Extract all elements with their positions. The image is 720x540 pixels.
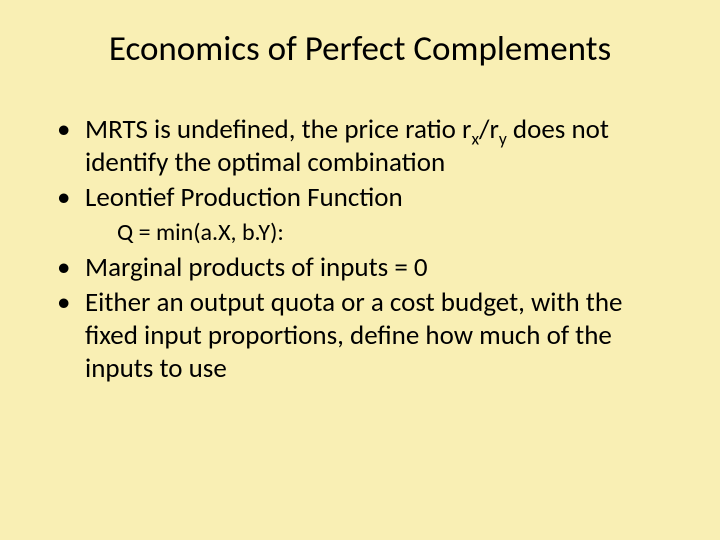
- slide: Economics of Perfect Complements MRTS is…: [0, 0, 720, 540]
- slide-title: Economics of Perfect Complements: [55, 28, 665, 70]
- bullet-1-sub2: y: [499, 127, 507, 149]
- bullet-item-2: Leontief Production Function Q = min(a.X…: [55, 182, 665, 248]
- bullet-item-4: Either an output quota or a cost budget,…: [55, 287, 665, 386]
- bullet-list: MRTS is undefined, the price ratio rx/ry…: [55, 114, 665, 386]
- bullet-1-mid: /r: [479, 113, 499, 146]
- bullet-item-1: MRTS is undefined, the price ratio rx/ry…: [55, 114, 665, 180]
- bullet-2-subtext: Q = min(a.X, b.Y):: [85, 217, 665, 248]
- bullet-4-text: Either an output quota or a cost budget,…: [85, 286, 622, 385]
- bullet-item-3: Marginal products of inputs = 0: [55, 252, 665, 285]
- bullet-1-pre: MRTS is undefined, the price ratio r: [85, 113, 471, 146]
- bullet-3-text: Marginal products of inputs = 0: [85, 251, 428, 284]
- bullet-2-text: Leontief Production Function: [85, 181, 403, 214]
- bullet-1-sub1: x: [471, 127, 479, 149]
